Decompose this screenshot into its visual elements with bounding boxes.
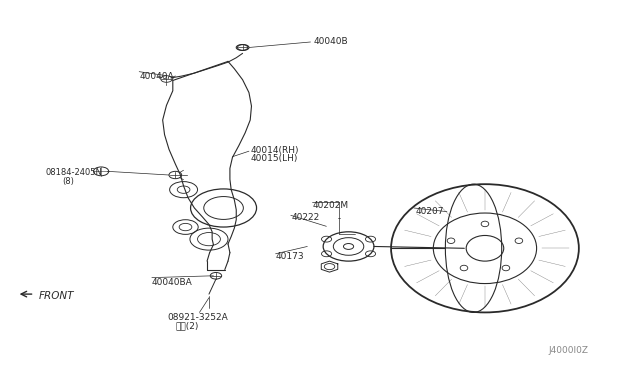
- Text: ピン(2): ピン(2): [175, 321, 199, 330]
- Text: 40014(RH): 40014(RH): [250, 145, 299, 155]
- Text: 40015(LH): 40015(LH): [250, 154, 298, 163]
- Text: 40173: 40173: [276, 252, 304, 261]
- Text: 40222: 40222: [291, 213, 320, 222]
- Text: 08184-2405N: 08184-2405N: [46, 167, 103, 177]
- Text: 08921-3252A: 08921-3252A: [168, 314, 228, 323]
- Text: J4000I0Z: J4000I0Z: [548, 346, 588, 355]
- Text: FRONT: FRONT: [39, 291, 74, 301]
- Text: (8): (8): [62, 177, 74, 186]
- Text: 40040BA: 40040BA: [152, 278, 193, 286]
- Text: 40207: 40207: [415, 207, 444, 216]
- Text: 40202M: 40202M: [312, 201, 349, 209]
- Text: 40040A: 40040A: [139, 71, 174, 81]
- Text: 40040B: 40040B: [314, 37, 348, 46]
